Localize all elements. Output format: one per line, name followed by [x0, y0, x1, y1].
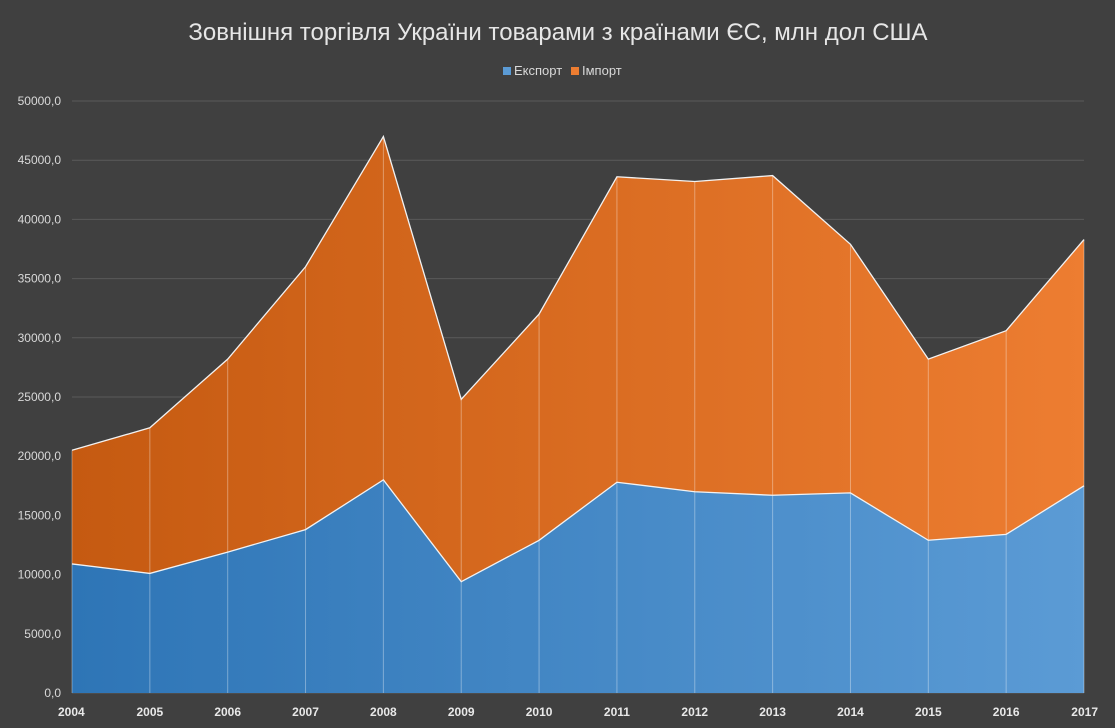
area-import — [72, 136, 1084, 582]
y-tick-label: 25000,0 — [18, 390, 62, 404]
x-tick-label: 2004 — [58, 705, 85, 719]
x-tick-label: 2009 — [448, 705, 475, 719]
legend-swatch-export — [503, 67, 511, 75]
x-tick-label: 2005 — [136, 705, 163, 719]
y-tick-label: 15000,0 — [18, 508, 62, 522]
x-tick-label: 2008 — [370, 705, 397, 719]
y-tick-label: 10000,0 — [18, 568, 62, 582]
y-tick-label: 5000,0 — [24, 627, 61, 641]
x-tick-label: 2017 — [1071, 705, 1098, 719]
series-line-export — [71, 479, 1085, 583]
legend: Експорт Імпорт — [503, 63, 622, 78]
x-axis: 2004 2005 2006 2007 2008 2009 2010 2011 2012 2013… — [58, 705, 1098, 719]
series-edges — [71, 134, 1085, 583]
x-tick-label: 2006 — [214, 705, 241, 719]
legend-swatch-import — [571, 67, 579, 75]
area-export — [72, 479, 1084, 693]
y-tick-label: 35000,0 — [18, 272, 62, 286]
y-tick-label: 30000,0 — [18, 331, 62, 345]
y-tick-label: 45000,0 — [18, 153, 62, 167]
y-tick-label: 40000,0 — [18, 212, 62, 226]
y-tick-label: 50000,0 — [18, 94, 62, 108]
x-tick-label: 2016 — [993, 705, 1020, 719]
x-tick-label: 2013 — [759, 705, 786, 719]
x-tick-label: 2014 — [837, 705, 864, 719]
legend-label-export: Експорт — [514, 63, 562, 78]
category-lines — [71, 136, 1085, 693]
y-tick-label: 20000,0 — [18, 449, 62, 463]
series-line-import — [71, 134, 1085, 451]
x-tick-label: 2007 — [292, 705, 319, 719]
legend-label-import: Імпорт — [582, 63, 622, 78]
x-tick-label: 2015 — [915, 705, 942, 719]
x-tick-label: 2012 — [681, 705, 708, 719]
x-tick-label: 2011 — [604, 705, 630, 719]
y-tick-label: 0,0 — [44, 686, 61, 700]
y-axis: 0,0 5000,0 10000,0 15000,0 20000,0 25000,0 300… — [18, 94, 62, 700]
plot-areas — [72, 136, 1084, 693]
chart-title: Зовнішня торгівля України товарами з кра… — [188, 19, 927, 46]
x-tick-label: 2010 — [526, 705, 553, 719]
